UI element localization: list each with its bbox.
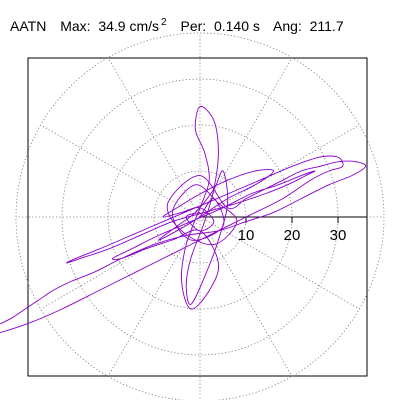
angle-value: 211.7	[309, 18, 344, 34]
grid-spoke	[199, 57, 293, 218]
grid-spoke	[199, 216, 360, 310]
max-value: 34.9 cm/s	[98, 18, 160, 34]
period-value: 0.140 s	[213, 18, 260, 34]
tick-label: 20	[284, 227, 301, 244]
grid-spoke	[107, 57, 201, 218]
tick-label: 30	[330, 227, 347, 244]
tick-label: 10	[238, 227, 255, 244]
motion-trace-line	[0, 105, 367, 334]
motion-trace	[0, 105, 367, 334]
grid-spoke	[40, 124, 201, 218]
grid-spoke	[199, 216, 293, 377]
grid-spoke	[107, 216, 201, 377]
period-label: Per:	[180, 18, 207, 34]
max-label: Max:	[60, 18, 91, 34]
angle-label: Ang:	[273, 18, 302, 34]
max-unit-exponent: 2	[161, 17, 167, 28]
station-code: AATN	[10, 18, 47, 34]
chart-header: AATN Max: 34.9 cm/s 2 Per: 0.140 s Ang: 2…	[10, 17, 344, 34]
radial-axis: 10 20 30	[200, 216, 367, 244]
